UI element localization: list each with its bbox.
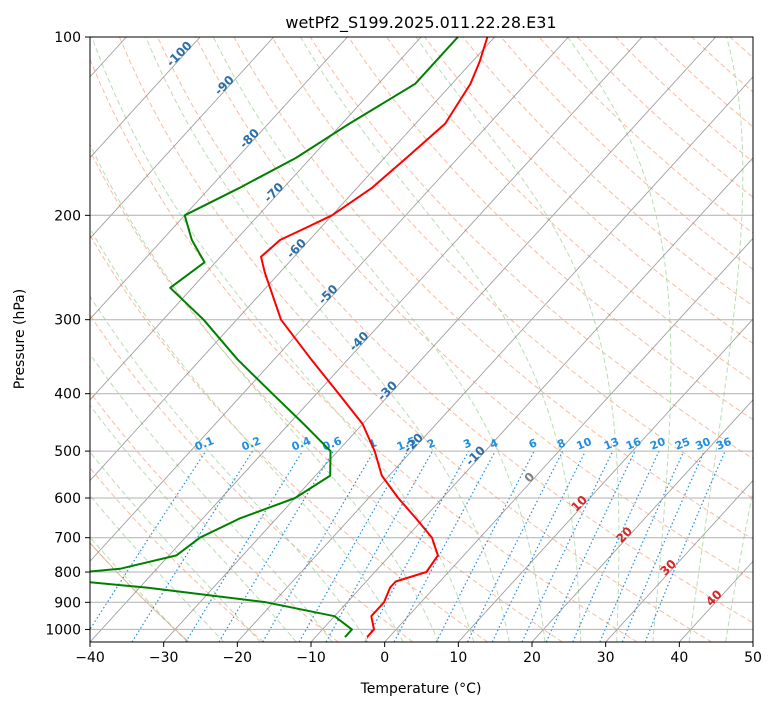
isotherm — [236, 76, 753, 642]
x-tick-label: 30 — [597, 650, 615, 666]
chart-title: wetPf2_S199.2025.011.22.28.E31 — [285, 13, 556, 33]
y-tick-label: 300 — [54, 313, 81, 329]
y-tick-label: 800 — [54, 565, 81, 581]
isotherm — [90, 37, 496, 482]
isotherm — [605, 479, 753, 642]
isotherm — [384, 237, 753, 642]
moist-adiabat — [415, 37, 620, 642]
mixing-ratio-label: 10 — [575, 435, 594, 453]
moist-adiabat — [90, 143, 439, 642]
isotherm — [457, 318, 753, 642]
isotherm — [90, 37, 569, 562]
y-tick-label: 200 — [54, 208, 81, 224]
dry-adiabat — [90, 58, 638, 642]
dry-adiabat — [118, 37, 712, 642]
moist-adiabat — [90, 404, 297, 642]
moist-adiabat — [567, 37, 672, 642]
mixing-ratio-label: 16 — [624, 435, 643, 453]
mixing-ratio-label: 20 — [648, 435, 667, 453]
mixing-ratio-label: 3 — [461, 436, 473, 451]
x-tick-label: −40 — [75, 650, 105, 666]
x-tick-label: −20 — [223, 650, 253, 666]
moist-adiabat — [90, 295, 369, 642]
y-tick-label: 100 — [54, 30, 81, 46]
mixing-ratio-label: 13 — [602, 435, 621, 453]
dry-adiabat — [309, 37, 753, 460]
mixing-ratio-line — [393, 450, 496, 642]
y-axis: 100 200 300 400 500 600 700 800 900 1000 — [45, 30, 90, 638]
moist-adiabat — [300, 37, 582, 642]
mixing-ratio-line — [572, 450, 660, 642]
mixing-ratio-line — [185, 450, 304, 642]
isotherm — [90, 37, 348, 320]
mixing-ratio-label: 36 — [714, 435, 733, 453]
moist-adiabat — [145, 37, 510, 642]
y-tick-label: 500 — [54, 444, 81, 460]
moist-adiabat — [688, 37, 744, 642]
dry-adiabat — [157, 37, 753, 624]
isotherm — [90, 37, 201, 159]
mixing-ratio-line — [90, 450, 207, 631]
plot-frame — [89, 36, 754, 643]
x-tick-label: −30 — [149, 650, 179, 666]
mixing-ratio-line — [621, 450, 705, 642]
x-tick-label: 50 — [744, 650, 762, 666]
temperature-profile — [260, 37, 489, 638]
dewpoint-profile — [90, 37, 459, 638]
y-axis-label: Pressure (hPa) — [12, 289, 28, 389]
isotherm — [90, 37, 275, 240]
y-tick-label: 700 — [54, 531, 81, 547]
isotherm — [310, 156, 753, 642]
isotherm — [531, 399, 753, 642]
pressure-gridlines — [90, 37, 753, 630]
mixing-ratio-line — [325, 450, 434, 642]
moist-adiabat — [90, 451, 261, 642]
profile-lines — [90, 37, 489, 638]
x-axis: −40 −30 −20 −10 0 10 20 30 40 50 — [75, 642, 762, 666]
x-tick-label: 10 — [449, 650, 467, 666]
x-tick-label: 0 — [380, 650, 389, 666]
y-tick-label: 900 — [54, 595, 81, 611]
dry-adiabat — [195, 37, 753, 582]
mixing-ratio-line — [466, 450, 564, 642]
mixing-ratio-label: 8 — [555, 436, 567, 451]
mixing-ratio-label: 2 — [425, 436, 437, 451]
moist-adiabat — [90, 536, 188, 642]
isotherm — [90, 37, 643, 642]
y-tick-label: 1000 — [45, 622, 81, 638]
moist-adiabat — [91, 37, 475, 642]
dry-adiabat — [90, 149, 563, 642]
moist-adiabat — [212, 37, 546, 642]
isotherm — [163, 37, 717, 642]
tan-adiabat — [90, 542, 190, 642]
dry-adiabat — [424, 37, 753, 344]
mixing-ratio-label: 1 — [367, 436, 379, 451]
background-lines — [90, 37, 753, 642]
dry-adiabat — [386, 37, 753, 382]
dry-adiabat — [271, 37, 753, 500]
moist-adiabat — [90, 494, 225, 642]
x-tick-label: −10 — [296, 650, 326, 666]
x-axis-label: Temperature (°C) — [360, 681, 482, 697]
mixing-ratio-line — [131, 450, 254, 642]
x-tick-label: 20 — [523, 650, 541, 666]
x-tick-label: 40 — [670, 650, 688, 666]
moist-adiabat — [725, 488, 753, 642]
y-tick-label: 400 — [54, 387, 81, 403]
mixing-ratio-line — [364, 450, 470, 642]
dry-adiabat — [90, 313, 414, 642]
moist-adiabat — [90, 227, 404, 642]
mixing-ratio-line — [599, 450, 685, 642]
y-tick-label: 600 — [54, 491, 81, 507]
mixing-ratio-label: 30 — [693, 435, 712, 453]
mixing-ratio-label: 25 — [673, 435, 692, 453]
